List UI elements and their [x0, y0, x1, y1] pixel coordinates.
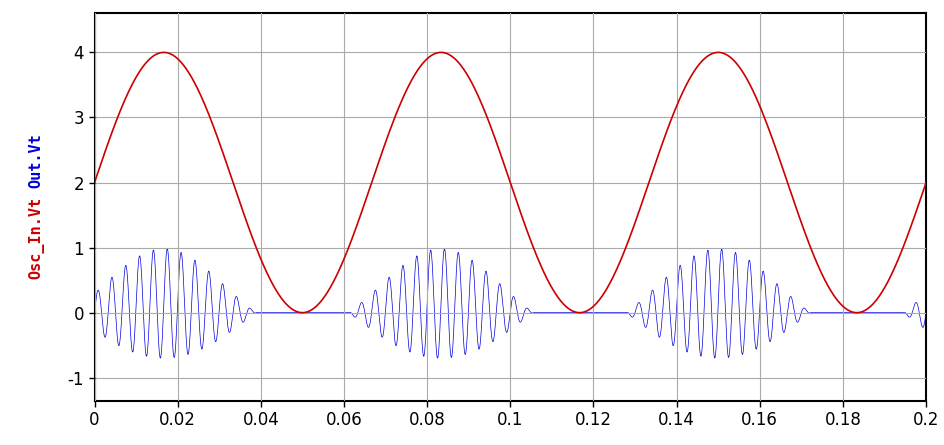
- Text: Out.Vt: Out.Vt: [28, 133, 43, 188]
- Text: Osc_In.Vt: Osc_In.Vt: [28, 197, 44, 279]
